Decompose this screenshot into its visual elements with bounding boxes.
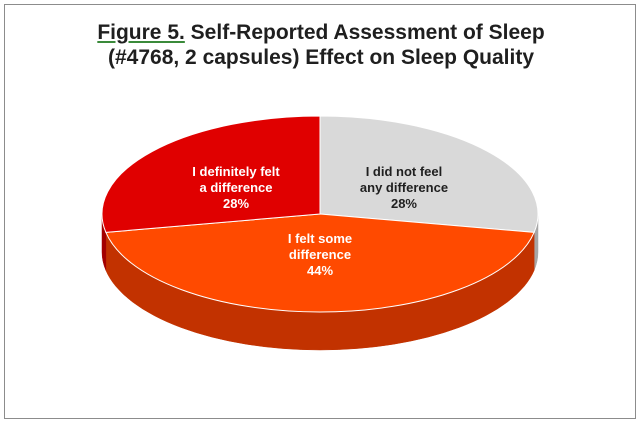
- slice-label-line-1-1: difference: [289, 247, 351, 262]
- pie-slice-0: [319, 115, 539, 233]
- slice-label-2: I definitely felt a difference 28%: [192, 164, 280, 211]
- pie-slice-2: [101, 115, 321, 233]
- title-line-1-text: Self-Reported Assessment of Sleep: [184, 21, 545, 44]
- slice-label-line-1-0: I felt some: [288, 231, 352, 246]
- slice-value-0: 28%: [391, 196, 417, 211]
- title-line-2: (#4768, 2 capsules) Effect on Sleep Qual…: [108, 46, 534, 69]
- slice-label-0: I did not feel any difference 28%: [360, 164, 448, 211]
- slice-label-1: I felt some difference 44%: [288, 231, 352, 278]
- chart-title: Figure 5. Self-Reported Assessment of Sl…: [0, 20, 642, 70]
- slice-value-2: 28%: [223, 196, 249, 211]
- slice-label-line-2-0: I definitely felt: [192, 164, 280, 179]
- title-prefix: Figure 5.: [97, 21, 185, 44]
- slice-label-line-0-0: I did not feel: [366, 164, 443, 179]
- slice-label-line-2-1: a difference: [200, 180, 273, 195]
- pie-slice-1: [105, 213, 535, 313]
- slice-label-line-0-1: any difference: [360, 180, 448, 195]
- slice-value-1: 44%: [307, 263, 333, 278]
- title-line-1: Figure 5. Self-Reported Assessment of Sl…: [0, 20, 642, 45]
